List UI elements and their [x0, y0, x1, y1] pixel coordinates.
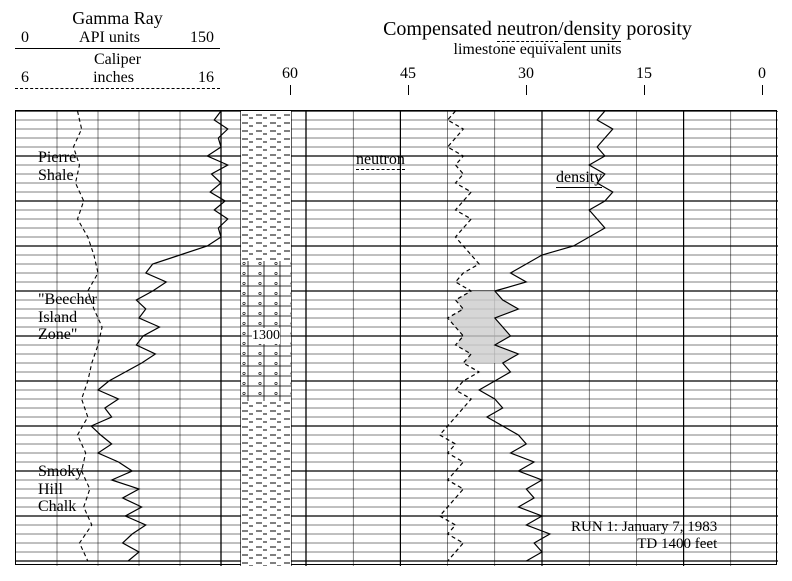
gamma-ray-scale: 0 API units 150: [15, 29, 220, 49]
run-info: RUN 1: January 7, 1983 TD 1400 feet: [571, 519, 717, 554]
nd-tick: 0: [758, 65, 766, 95]
formation-label: Pierre Shale: [38, 149, 76, 184]
run-line1: RUN 1: January 7, 1983: [571, 519, 717, 536]
cal-min: 6: [21, 69, 29, 87]
gamma-ray-title: Gamma Ray: [15, 8, 220, 29]
depth-marker: 1300: [252, 328, 280, 344]
nd-tick: 45: [400, 65, 416, 95]
nd-t3: porosity: [621, 18, 692, 40]
nd-scale: 604530150: [290, 65, 785, 99]
neutron-curve-label: neutron: [356, 151, 405, 169]
nd-tick: 15: [636, 65, 652, 95]
left-track-header: Gamma Ray 0 API units 150 Caliper 6 inch…: [15, 8, 220, 89]
nd-neutron-word: neutron: [497, 18, 558, 42]
density-curve-label: density: [556, 169, 602, 187]
right-track-header: Compensated neutron/density porosity lim…: [290, 18, 785, 99]
header-area: Gamma Ray 0 API units 150 Caliper 6 inch…: [0, 0, 792, 110]
formation-label: "Beecher Island Zone": [38, 291, 97, 344]
cal-units: inches: [93, 69, 134, 87]
caliper-title: Caliper: [15, 51, 220, 69]
caliper-scale: 6 inches 16: [15, 69, 220, 89]
log-svg: [16, 111, 778, 566]
cal-max: 16: [198, 69, 214, 87]
gr-units: API units: [79, 29, 140, 47]
nd-tick: 60: [282, 65, 298, 95]
nd-t1: Compensated: [383, 18, 497, 40]
log-body: Pierre Shale "Beecher Island Zone" Smoky H…: [15, 110, 777, 565]
gr-max: 150: [190, 29, 214, 47]
nd-sep: /: [558, 18, 564, 40]
nd-title: Compensated neutron/density porosity: [290, 18, 785, 41]
run-line2: TD 1400 feet: [571, 536, 717, 553]
nd-density-word: density: [564, 18, 622, 42]
nd-tick: 30: [518, 65, 534, 95]
nd-subtitle: limestone equivalent units: [290, 41, 785, 59]
formation-label: Smoky Hill Chalk: [38, 463, 83, 516]
gr-min: 0: [21, 29, 29, 47]
